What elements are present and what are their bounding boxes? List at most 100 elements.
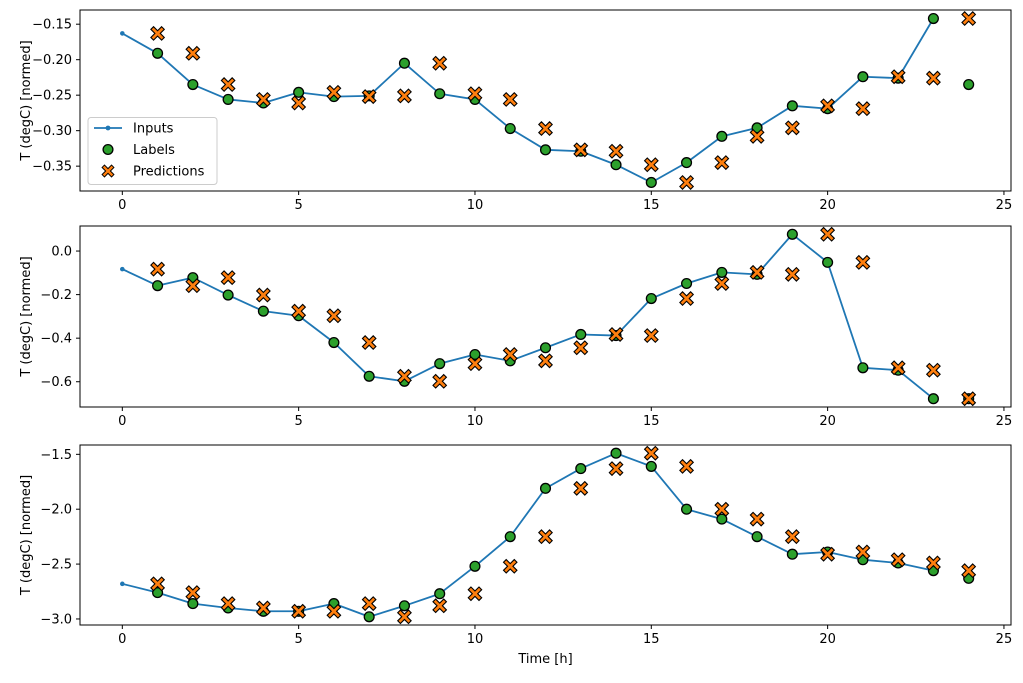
predictions-marker: [608, 461, 624, 477]
labels-marker: [575, 328, 587, 341]
x-tick-label: 5: [295, 414, 303, 429]
labels-marker: [152, 587, 164, 599]
x-tick-label: 10: [467, 414, 484, 429]
legend-labels-marker-sample: [102, 143, 114, 156]
inputs-point: [120, 581, 125, 587]
predictions-marker: [855, 544, 871, 560]
predictions-marker: [643, 445, 659, 461]
labels-marker: [539, 144, 552, 156]
predictions-marker: [679, 291, 695, 307]
predictions-marker: [855, 101, 871, 117]
predictions-marker: [784, 529, 800, 545]
labels-marker: [963, 78, 975, 91]
y-tick-label: −0.25: [32, 89, 72, 104]
subplot-2: 0 5 10 15 20 25 0.0 −0.2 −0.4 −0.6 T (degC) [norme…: [19, 225, 1013, 429]
labels-marker: [751, 531, 763, 543]
predictions-marker: [396, 609, 412, 625]
predictions-marker: [185, 278, 201, 294]
predictions-marker: [467, 586, 483, 602]
y-axis-label: T (degC) [normed]: [19, 475, 34, 596]
predictions-marker: [961, 563, 977, 579]
labels-marker: [469, 560, 481, 572]
labels-marker: [822, 256, 834, 268]
inputs-line: [121, 18, 935, 184]
predictions-marker: [925, 555, 941, 571]
subplot-1: 0 5 10 15 20 25 −0.15 −0.20 −0.25 −0.30 −0.35T (de…: [19, 9, 1012, 213]
predictions-marker: [961, 391, 977, 407]
predictions-marker: [784, 266, 800, 282]
predictions-marker: [502, 91, 518, 107]
labels-marker: [539, 342, 552, 354]
predictions-marker: [538, 121, 553, 137]
labels-marker: [469, 348, 481, 361]
predictions-marker: [432, 598, 448, 614]
predictions-marker: [714, 155, 730, 171]
predictions-marker: [749, 511, 765, 527]
predictions-marker: [679, 174, 695, 190]
labels-marker: [293, 86, 305, 98]
labels-marker: [716, 130, 728, 142]
predictions-marker: [291, 95, 307, 111]
x-tick-label: 0: [118, 632, 126, 647]
y-tick-label: −0.35: [32, 160, 72, 175]
predictions-marker: [326, 84, 342, 100]
predictions-marker: [185, 45, 201, 61]
y-tick-label: −0.2: [40, 288, 72, 303]
x-tick-label: 0: [118, 198, 126, 213]
labels-marker: [857, 71, 869, 83]
predictions-marker: [890, 360, 906, 376]
labels-marker: [786, 100, 798, 112]
labels-marker: [716, 513, 728, 525]
predictions-marker: [643, 157, 659, 173]
predictions-marker: [467, 356, 483, 372]
legend-label-inputs: Inputs: [133, 122, 174, 137]
predictions-marker: [925, 362, 941, 378]
predictions-marker: [714, 276, 730, 291]
predictions-marker: [220, 77, 236, 93]
labels-marker: [927, 12, 939, 25]
predictions-marker: [538, 353, 553, 369]
y-axis-label: T (degC) [normed]: [19, 40, 34, 161]
labels-marker: [645, 292, 657, 305]
legend: Inputs Labels Predictions: [87, 117, 218, 185]
x-tick-label: 20: [819, 632, 836, 647]
predictions-marker: [820, 226, 836, 242]
predictions-marker: [890, 552, 906, 568]
y-tick-label: −0.30: [32, 124, 72, 139]
inputs-line: [122, 452, 934, 618]
x-tick-label: 25: [996, 414, 1013, 429]
labels-marker: [539, 482, 552, 494]
labels-marker: [786, 548, 798, 560]
predictions-marker: [714, 501, 730, 517]
legend-label-labels: Labels: [133, 143, 175, 158]
labels-marker: [681, 277, 693, 290]
labels-marker: [857, 362, 869, 374]
y-tick-label: −2.5: [40, 558, 72, 573]
y-tick-label: −0.4: [40, 332, 72, 347]
predictions-marker: [150, 261, 166, 277]
y-tick-label: −0.6: [40, 375, 72, 390]
y-tick-label: −1.5: [40, 448, 72, 463]
predictions-marker: [749, 264, 765, 280]
x-tick-label: 15: [643, 414, 660, 429]
predictions-marker: [679, 458, 695, 474]
labels-marker: [927, 393, 939, 405]
predictions-marker: [608, 326, 624, 342]
x-tick-label: 0: [118, 414, 126, 429]
predictions-marker: [573, 142, 589, 158]
predictions-marker: [608, 143, 624, 159]
y-axis-label: T (degC) [normed]: [19, 256, 34, 377]
predictions-marker: [326, 308, 342, 324]
x-tick-label: 15: [643, 632, 660, 647]
y-tick-label: −0.20: [32, 53, 72, 68]
labels-marker: [751, 122, 763, 134]
predictions-marker: [784, 120, 800, 136]
labels-marker: [610, 447, 622, 459]
axes-frame: [79, 225, 1012, 408]
predictions-marker: [255, 600, 271, 616]
y-tick-label: −0.15: [32, 18, 72, 33]
x-tick-label: 20: [819, 198, 836, 213]
predictions-marker: [890, 69, 906, 85]
labels-marker: [187, 78, 199, 91]
x-tick-label: 5: [295, 198, 303, 213]
